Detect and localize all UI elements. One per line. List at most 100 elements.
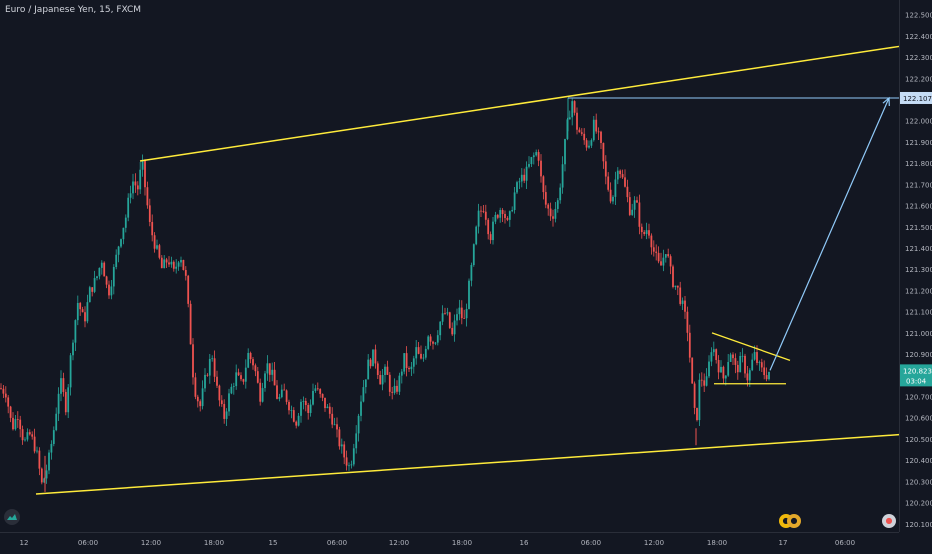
candle-body <box>254 365 257 372</box>
candle-body <box>643 232 646 234</box>
candle-body <box>508 211 511 220</box>
y-tick-label: 120.400 <box>905 457 932 465</box>
candle-body <box>345 457 348 466</box>
candles <box>0 97 770 492</box>
candle-body <box>328 406 331 414</box>
candle-body <box>156 245 158 249</box>
candle-body <box>225 411 228 419</box>
candle-body <box>660 261 662 266</box>
candle-body <box>720 366 722 373</box>
candle-body <box>756 352 758 363</box>
candle-body <box>583 133 586 141</box>
candle-body <box>247 352 250 368</box>
candle-body <box>9 406 12 418</box>
candle-body <box>482 211 485 213</box>
candle-body <box>439 321 442 336</box>
time-scale[interactable] <box>0 532 899 551</box>
drawings[interactable] <box>35 45 900 495</box>
candle-body <box>657 252 660 262</box>
price-scale[interactable] <box>899 0 932 532</box>
candle-body <box>693 383 696 408</box>
candle-body <box>338 429 341 447</box>
candle-body <box>60 378 62 394</box>
candle-body <box>631 209 634 215</box>
candle-body <box>381 375 384 385</box>
candle-body <box>100 262 103 268</box>
candle-body <box>300 401 302 416</box>
candle-body <box>57 393 60 414</box>
candle-body <box>276 385 278 399</box>
candle-body <box>415 347 418 359</box>
candle-body <box>393 385 396 393</box>
candle-body <box>691 357 694 384</box>
candle-body <box>492 221 494 241</box>
candle-body <box>26 432 29 440</box>
candle-body <box>21 429 24 441</box>
x-tick-label: 15 <box>269 539 278 547</box>
candle-body <box>487 219 490 235</box>
x-tick-label: 18:00 <box>452 539 472 547</box>
candle-body <box>175 266 178 269</box>
candle-body <box>386 366 389 375</box>
y-tick-label: 121.400 <box>905 245 932 253</box>
candle-body <box>602 142 605 162</box>
candle-body <box>388 374 391 392</box>
candle-body <box>549 208 552 217</box>
candle-body <box>667 254 670 257</box>
candle-body <box>16 419 19 420</box>
candle-body <box>468 280 470 309</box>
candle-body <box>290 410 293 411</box>
candle-body <box>496 214 499 218</box>
candle-body <box>48 452 50 471</box>
candle-body <box>148 205 151 222</box>
candle-body <box>650 235 653 248</box>
upper-channel-line <box>139 45 900 162</box>
candle-body <box>122 227 125 240</box>
candle-body <box>350 464 353 466</box>
candle-body <box>525 166 528 181</box>
candle-body <box>547 204 550 209</box>
candle-body <box>237 372 240 376</box>
y-tick-label: 122.000 <box>905 118 932 126</box>
candle-body <box>595 119 598 132</box>
candle-body <box>441 313 444 322</box>
candle-body <box>763 367 766 376</box>
candle-body <box>628 197 631 215</box>
candle-body <box>14 419 17 430</box>
candle-body <box>705 376 708 386</box>
candle-body <box>144 159 146 188</box>
candle-body <box>31 434 34 437</box>
candle-body <box>364 379 367 388</box>
lower-channel-line <box>35 433 900 495</box>
candle-body <box>4 393 7 398</box>
notification-badge-icon[interactable]: ● <box>882 514 896 528</box>
candle-body <box>676 285 679 288</box>
candle-body <box>93 278 96 292</box>
candle-body <box>429 336 432 342</box>
candle-body <box>400 371 403 376</box>
candle-body <box>228 393 230 412</box>
y-tick-label: 120.900 <box>905 351 932 359</box>
candle-body <box>86 302 89 322</box>
candle-body <box>751 359 754 371</box>
candle-body <box>372 349 374 367</box>
candle-body <box>292 410 295 422</box>
x-tick-label: 06:00 <box>327 539 347 547</box>
candle-body <box>597 131 600 133</box>
candle-body <box>230 386 233 394</box>
settings-badge-icon[interactable]: ● <box>787 514 801 528</box>
candle-body <box>614 179 617 197</box>
candle-body <box>578 129 581 133</box>
candle-body <box>717 360 720 373</box>
tradingview-logo-icon[interactable] <box>4 509 20 525</box>
candle-body <box>472 244 475 266</box>
candle-body <box>165 259 168 263</box>
candle-body <box>511 209 514 212</box>
candle-body <box>76 302 79 321</box>
y-tick-label: 120.200 <box>905 500 932 508</box>
candle-body <box>760 362 763 368</box>
candle-body <box>513 192 516 210</box>
candle-body <box>696 407 698 421</box>
